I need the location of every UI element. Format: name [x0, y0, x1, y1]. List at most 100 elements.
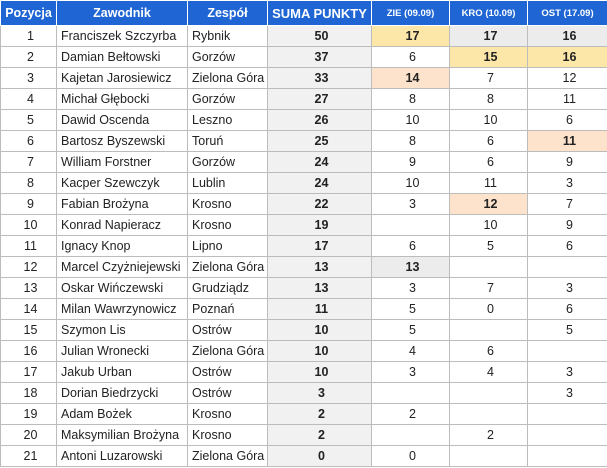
position-cell: 4 [0, 88, 57, 110]
round-kro-points-cell: 6 [449, 130, 528, 152]
round-kro-points-cell: 8 [449, 88, 528, 110]
position-cell: 20 [0, 424, 57, 446]
rider-name-cell: Franciszek Szczyrba [56, 25, 188, 47]
round-kro-points-cell [449, 319, 528, 341]
total-points-cell: 0 [267, 445, 372, 467]
total-points-cell: 24 [267, 151, 372, 173]
header-total-points[interactable]: SUMA PUNKTY [267, 0, 372, 26]
table-header: Pozycja Zawodnik Zespół SUMA PUNKTY ZIE … [0, 0, 607, 26]
header-row: Pozycja Zawodnik Zespół SUMA PUNKTY ZIE … [0, 0, 607, 26]
team-cell: Ostrów [187, 382, 268, 404]
round-kro-points-cell [449, 445, 528, 467]
round-ost-points-cell: 9 [527, 151, 607, 173]
header-round-ost[interactable]: OST (17.09) [527, 0, 607, 26]
table-row[interactable]: 1 Franciszek Szczyrba Rybnik 50 17 17 16 [0, 25, 607, 47]
position-cell: 15 [0, 319, 57, 341]
position-cell: 18 [0, 382, 57, 404]
position-cell: 9 [0, 193, 57, 215]
table-row[interactable]: 9 Fabian Brożyna Krosno 22 3 12 7 [0, 193, 607, 215]
rider-name-cell: Dorian Biedrzycki [56, 382, 188, 404]
round-zie-points-cell: 9 [371, 151, 450, 173]
table-row[interactable]: 17 Jakub Urban Ostrów 10 3 4 3 [0, 361, 607, 383]
round-ost-points-cell [527, 445, 607, 467]
table-row[interactable]: 21 Antoni Luzarowski Zielona Góra 0 0 [0, 445, 607, 467]
table-row[interactable]: 2 Damian Bełtowski Gorzów 37 6 15 16 [0, 46, 607, 68]
table-row[interactable]: 8 Kacper Szewczyk Lublin 24 10 11 3 [0, 172, 607, 194]
table-row[interactable]: 11 Ignacy Knop Lipno 17 6 5 6 [0, 235, 607, 257]
round-zie-points-cell [371, 382, 450, 404]
table-row[interactable]: 6 Bartosz Byszewski Toruń 25 8 6 11 [0, 130, 607, 152]
rider-name-cell: Konrad Napieracz [56, 214, 188, 236]
round-ost-points-cell: 3 [527, 277, 607, 299]
round-ost-points-cell: 11 [527, 88, 607, 110]
team-cell: Krosno [187, 193, 268, 215]
table-row[interactable]: 7 William Forstner Gorzów 24 9 6 9 [0, 151, 607, 173]
table-row[interactable]: 12 Marcel Czyżniejewski Zielona Góra 13 13 [0, 256, 607, 278]
rider-name-cell: Fabian Brożyna [56, 193, 188, 215]
table-row[interactable]: 3 Kajetan Jarosiewicz Zielona Góra 33 14 7 12 [0, 67, 607, 89]
round-ost-points-cell: 9 [527, 214, 607, 236]
round-ost-points-cell: 7 [527, 193, 607, 215]
table-row[interactable]: 4 Michał Głębocki Gorzów 27 8 8 11 [0, 88, 607, 110]
position-cell: 16 [0, 340, 57, 362]
round-zie-points-cell: 8 [371, 88, 450, 110]
table-row[interactable]: 5 Dawid Oscenda Leszno 26 10 10 6 [0, 109, 607, 131]
round-zie-points-cell: 3 [371, 361, 450, 383]
header-position[interactable]: Pozycja [0, 0, 57, 26]
position-cell: 7 [0, 151, 57, 173]
total-points-cell: 13 [267, 277, 372, 299]
team-cell: Krosno [187, 214, 268, 236]
total-points-cell: 27 [267, 88, 372, 110]
position-cell: 17 [0, 361, 57, 383]
round-ost-points-cell [527, 256, 607, 278]
table-row[interactable]: 13 Oskar Wińczewski Grudziądz 13 3 7 3 [0, 277, 607, 299]
rider-name-cell: Adam Bożek [56, 403, 188, 425]
position-cell: 21 [0, 445, 57, 467]
total-points-cell: 13 [267, 256, 372, 278]
round-ost-points-cell: 16 [527, 46, 607, 68]
round-ost-points-cell: 6 [527, 235, 607, 257]
total-points-cell: 22 [267, 193, 372, 215]
total-points-cell: 10 [267, 340, 372, 362]
position-cell: 6 [0, 130, 57, 152]
rider-name-cell: Szymon Lis [56, 319, 188, 341]
header-round-kro[interactable]: KRO (10.09) [449, 0, 528, 26]
position-cell: 12 [0, 256, 57, 278]
round-kro-points-cell: 17 [449, 25, 528, 47]
position-cell: 3 [0, 67, 57, 89]
round-zie-points-cell: 3 [371, 277, 450, 299]
team-cell: Zielona Góra [187, 256, 268, 278]
round-kro-points-cell: 7 [449, 67, 528, 89]
round-kro-points-cell: 6 [449, 340, 528, 362]
header-rider[interactable]: Zawodnik [56, 0, 188, 26]
rider-name-cell: Damian Bełtowski [56, 46, 188, 68]
team-cell: Ostrów [187, 319, 268, 341]
round-zie-points-cell: 6 [371, 235, 450, 257]
position-cell: 14 [0, 298, 57, 320]
team-cell: Zielona Góra [187, 445, 268, 467]
total-points-cell: 24 [267, 172, 372, 194]
total-points-cell: 3 [267, 382, 372, 404]
round-ost-points-cell [527, 424, 607, 446]
rider-name-cell: Oskar Wińczewski [56, 277, 188, 299]
table-row[interactable]: 10 Konrad Napieracz Krosno 19 10 9 [0, 214, 607, 236]
round-ost-points-cell: 3 [527, 361, 607, 383]
table-row[interactable]: 19 Adam Bożek Krosno 2 2 [0, 403, 607, 425]
table-row[interactable]: 16 Julian Wronecki Zielona Góra 10 4 6 [0, 340, 607, 362]
table-row[interactable]: 14 Milan Wawrzynowicz Poznań 11 5 0 6 [0, 298, 607, 320]
round-zie-points-cell: 10 [371, 172, 450, 194]
round-kro-points-cell: 5 [449, 235, 528, 257]
team-cell: Krosno [187, 424, 268, 446]
rider-name-cell: Marcel Czyżniejewski [56, 256, 188, 278]
table-row[interactable]: 20 Maksymilian Brożyna Krosno 2 2 [0, 424, 607, 446]
table-row[interactable]: 15 Szymon Lis Ostrów 10 5 5 [0, 319, 607, 341]
round-ost-points-cell: 3 [527, 382, 607, 404]
team-cell: Ostrów [187, 361, 268, 383]
round-kro-points-cell: 15 [449, 46, 528, 68]
header-round-zie[interactable]: ZIE (09.09) [371, 0, 450, 26]
table-row[interactable]: 18 Dorian Biedrzycki Ostrów 3 3 [0, 382, 607, 404]
header-team[interactable]: Zespół [187, 0, 268, 26]
total-points-cell: 19 [267, 214, 372, 236]
team-cell: Gorzów [187, 151, 268, 173]
